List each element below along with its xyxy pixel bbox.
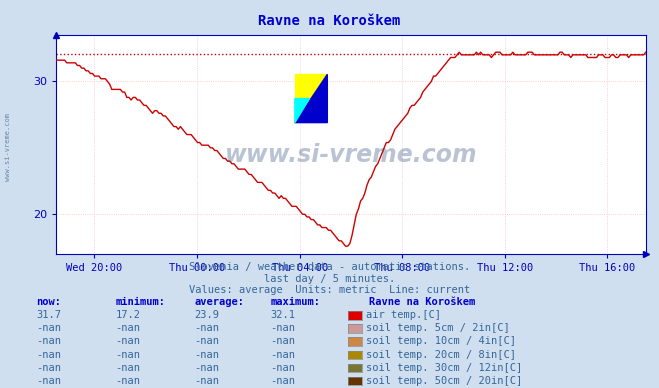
Text: -nan: -nan bbox=[36, 336, 61, 346]
Text: -nan: -nan bbox=[194, 376, 219, 386]
Text: Ravne na Koroškem: Ravne na Koroškem bbox=[258, 14, 401, 28]
Text: 17.2: 17.2 bbox=[115, 310, 140, 320]
Text: -nan: -nan bbox=[270, 363, 295, 373]
Text: -nan: -nan bbox=[36, 323, 61, 333]
Text: soil temp. 50cm / 20in[C]: soil temp. 50cm / 20in[C] bbox=[366, 376, 522, 386]
Text: soil temp. 5cm / 2in[C]: soil temp. 5cm / 2in[C] bbox=[366, 323, 509, 333]
Text: Slovenia / weather data - automatic stations.: Slovenia / weather data - automatic stat… bbox=[189, 262, 470, 272]
Text: soil temp. 30cm / 12in[C]: soil temp. 30cm / 12in[C] bbox=[366, 363, 522, 373]
Text: maximum:: maximum: bbox=[270, 297, 320, 307]
Text: -nan: -nan bbox=[36, 376, 61, 386]
Text: Ravne na Koroškem: Ravne na Koroškem bbox=[369, 297, 475, 307]
Text: -nan: -nan bbox=[270, 350, 295, 360]
Text: average:: average: bbox=[194, 297, 244, 307]
Text: -nan: -nan bbox=[194, 323, 219, 333]
Text: -nan: -nan bbox=[36, 363, 61, 373]
Text: -nan: -nan bbox=[270, 336, 295, 346]
Text: -nan: -nan bbox=[115, 350, 140, 360]
Text: -nan: -nan bbox=[194, 363, 219, 373]
Polygon shape bbox=[295, 74, 328, 123]
Text: 32.1: 32.1 bbox=[270, 310, 295, 320]
Text: -nan: -nan bbox=[36, 350, 61, 360]
Text: www.si-vreme.com: www.si-vreme.com bbox=[225, 144, 477, 168]
Text: air temp.[C]: air temp.[C] bbox=[366, 310, 441, 320]
Text: -nan: -nan bbox=[194, 336, 219, 346]
Text: -nan: -nan bbox=[270, 376, 295, 386]
Text: -nan: -nan bbox=[115, 363, 140, 373]
Polygon shape bbox=[295, 99, 310, 123]
Text: last day / 5 minutes.: last day / 5 minutes. bbox=[264, 274, 395, 284]
Text: -nan: -nan bbox=[115, 323, 140, 333]
Text: soil temp. 20cm / 8in[C]: soil temp. 20cm / 8in[C] bbox=[366, 350, 516, 360]
Text: www.si-vreme.com: www.si-vreme.com bbox=[5, 113, 11, 182]
Text: now:: now: bbox=[36, 297, 61, 307]
Text: -nan: -nan bbox=[194, 350, 219, 360]
Text: -nan: -nan bbox=[115, 376, 140, 386]
Text: -nan: -nan bbox=[115, 336, 140, 346]
Text: minimum:: minimum: bbox=[115, 297, 165, 307]
Text: 23.9: 23.9 bbox=[194, 310, 219, 320]
Text: -nan: -nan bbox=[270, 323, 295, 333]
Text: Values: average  Units: metric  Line: current: Values: average Units: metric Line: curr… bbox=[189, 285, 470, 295]
Text: 31.7: 31.7 bbox=[36, 310, 61, 320]
Polygon shape bbox=[295, 74, 328, 123]
Text: soil temp. 10cm / 4in[C]: soil temp. 10cm / 4in[C] bbox=[366, 336, 516, 346]
